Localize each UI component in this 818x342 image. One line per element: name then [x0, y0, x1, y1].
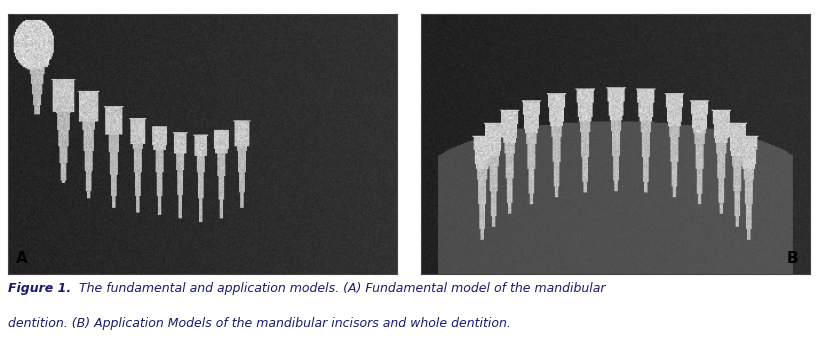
Text: dentition. (B) Application Models of the mandibular incisors and whole dentition: dentition. (B) Application Models of the…	[8, 317, 511, 330]
Text: Figure 1.: Figure 1.	[8, 282, 71, 295]
Text: B: B	[787, 251, 798, 266]
Text: A: A	[16, 251, 28, 266]
Text: The fundamental and application models. (A) Fundamental model of the mandibular: The fundamental and application models. …	[71, 282, 606, 295]
